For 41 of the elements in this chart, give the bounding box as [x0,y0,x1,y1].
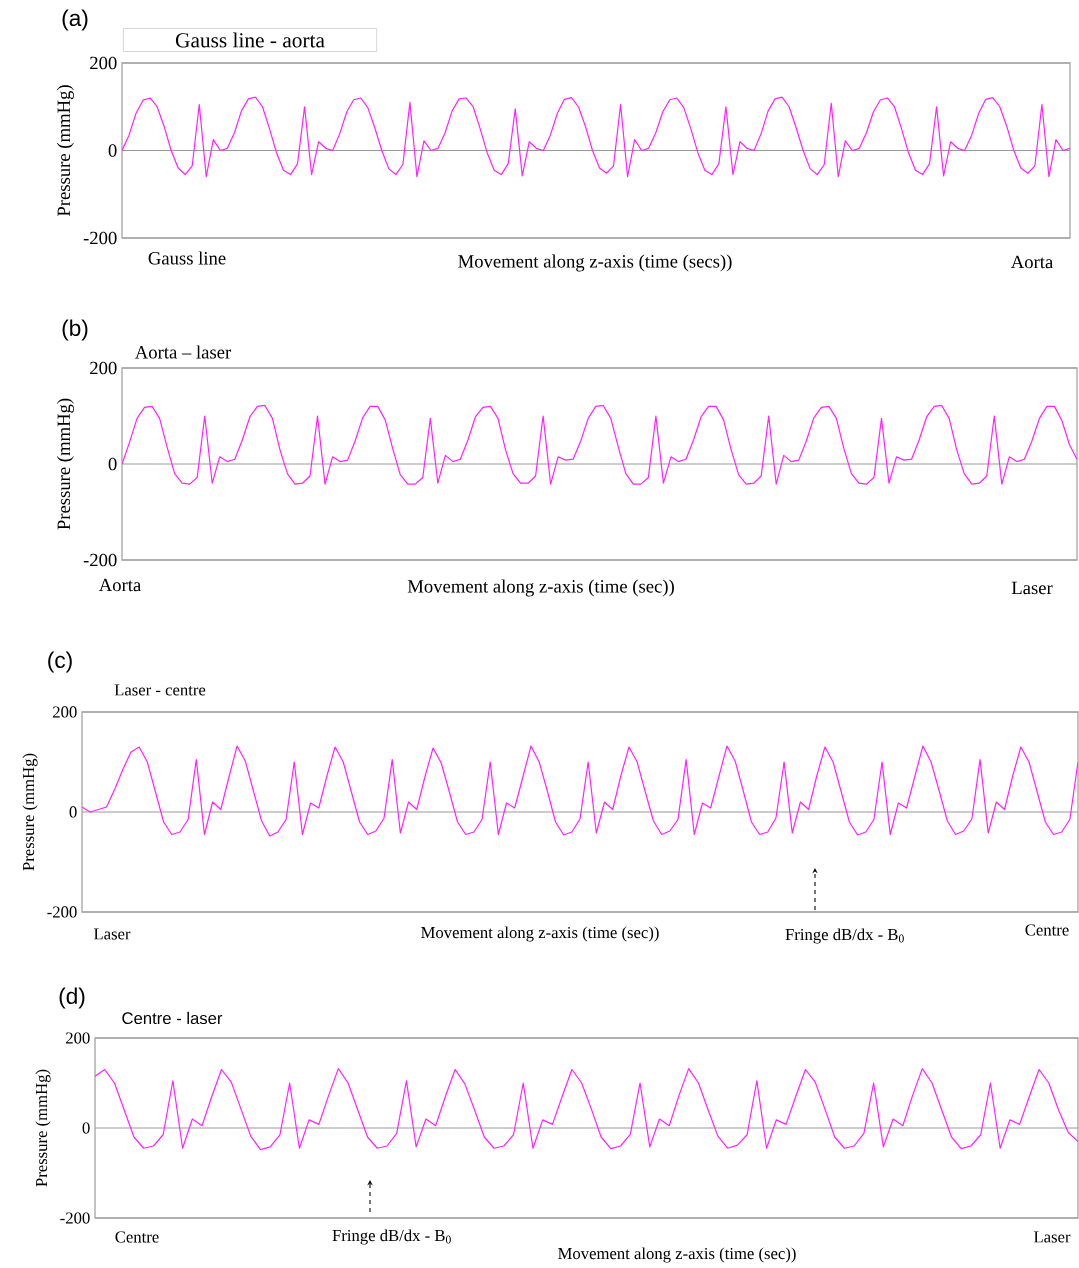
line-series [95,1068,1079,1151]
y-tick-label: -200 [83,231,117,245]
chart-title: Laser - centre [114,684,206,696]
x-axis-title: Movement along z-axis (time (sec)) [558,1247,796,1263]
y-tick-label: 0 [69,806,77,818]
y-tick-label: -200 [47,906,77,918]
text: (d) [59,987,85,1009]
text: (c) [48,651,72,673]
y-tick-label: -200 [60,1212,90,1224]
y-tick-label: 200 [53,706,77,718]
text: Centre [115,1231,159,1243]
chart-title: Gauss line - aorta [175,32,325,48]
text: (a) [62,9,88,31]
text: Laser [1011,581,1053,595]
y-axis-title: Pressure (mmHg) [56,85,74,217]
chart-title: Centre - laser [122,1011,223,1025]
line-series [122,404,1078,485]
y-tick-label: 200 [90,56,117,70]
text: Laser [93,928,131,940]
y-tick-label: 0 [108,144,117,157]
text: (b) [62,319,88,341]
y-tick-label: 0 [108,457,117,471]
y-tick-label: 0 [82,1122,90,1134]
chart-title: Aorta – laser [134,345,232,359]
text: Centre [1025,924,1069,936]
y-axis-title: Pressure (mmHg) [35,1069,51,1187]
x-axis-title: Movement along z-axis (time (sec)) [407,579,674,597]
text: Fringe dB/dx - B$_{0}$ [785,928,904,944]
x-axis-title: Movement along z-axis (time (sec)) [421,926,659,942]
y-axis-title: Pressure (mmHg) [56,398,74,530]
text: Laser [1033,1231,1071,1243]
y-tick-label: 200 [66,1032,90,1044]
line-series [122,96,1071,178]
text: Aorta [98,578,141,592]
y-tick-label: -200 [83,553,117,567]
text: Aorta [1010,255,1053,269]
y-axis-title: Pressure (mmHg) [22,753,38,871]
text: Gauss line [148,251,226,265]
y-tick-label: 200 [90,361,117,375]
x-axis-title: Movement along z-axis (time (secs)) [458,254,732,272]
text: Fringe dB/dx - B$_{0}$ [332,1229,451,1245]
